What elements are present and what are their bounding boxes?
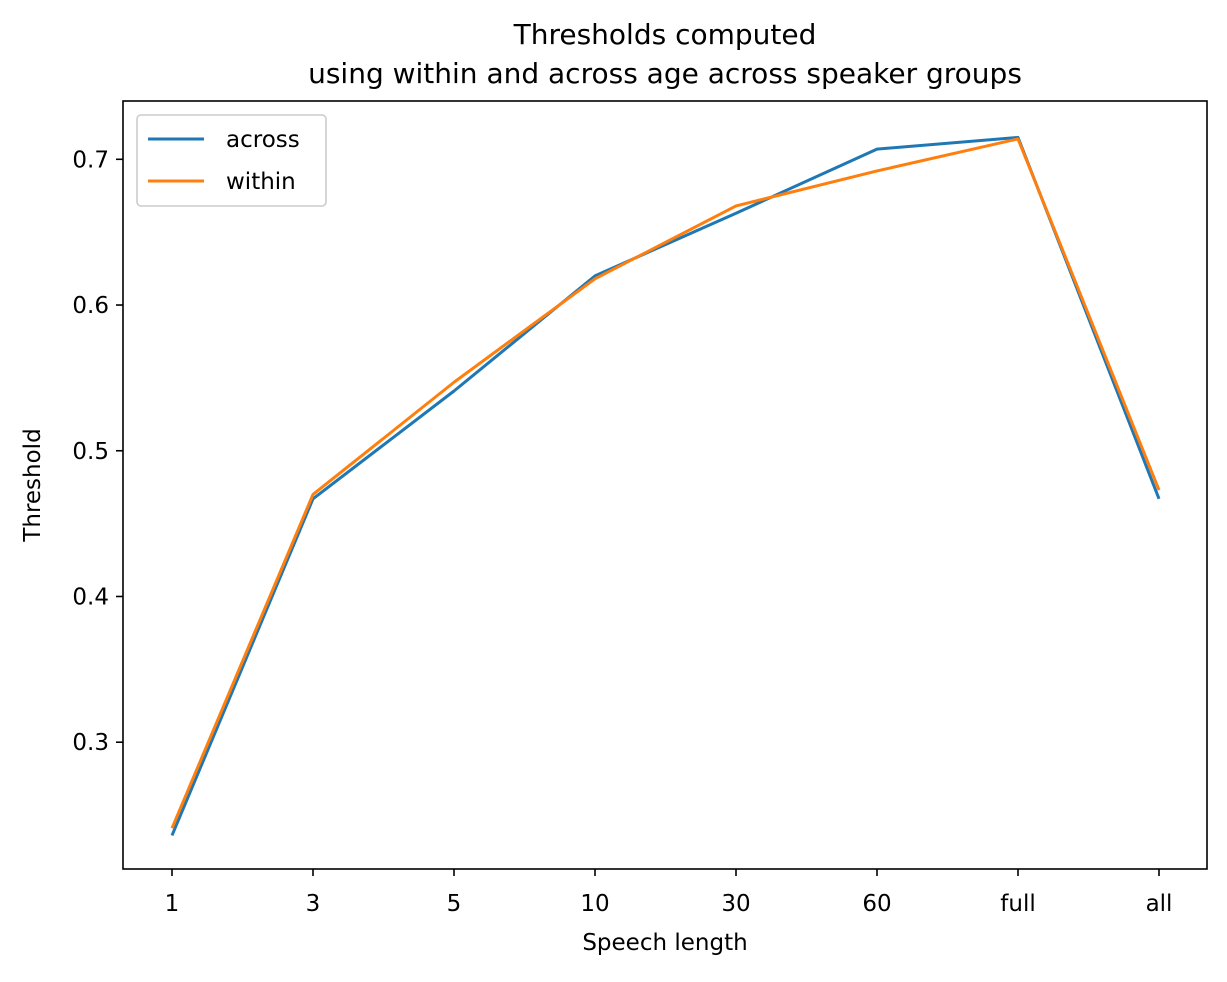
- series-line-across: [170, 135, 1161, 837]
- x-axis-label: Speech length: [582, 930, 747, 956]
- x-tick-label: 5: [447, 891, 462, 917]
- legend-label-across: across: [226, 127, 300, 153]
- series-line-within: [170, 137, 1161, 829]
- y-tick-label: 0.5: [72, 439, 109, 465]
- chart-title-line-2: using within and across age across speak…: [308, 57, 1022, 90]
- x-tick-label: 3: [306, 891, 321, 917]
- x-tick-label: 1: [165, 891, 180, 917]
- y-axis-ticks: 0.3 0.4 0.5 0.6 0.7: [72, 147, 123, 756]
- plot-frame: [122, 100, 1208, 870]
- x-tick-label: full: [1000, 891, 1035, 917]
- y-tick-label: 0.6: [72, 293, 109, 319]
- chart-title-line-1: Thresholds computed: [513, 18, 817, 51]
- y-tick-label: 0.3: [72, 730, 109, 756]
- x-tick-label: 60: [862, 891, 891, 917]
- legend: across within: [136, 114, 327, 207]
- x-tick-label: all: [1146, 891, 1173, 917]
- y-axis-label: Threshold: [20, 428, 46, 542]
- x-tick-label: 30: [721, 891, 750, 917]
- series-lines: [170, 135, 1161, 837]
- x-axis-ticks: 1 3 5 10 30 60 full all: [165, 869, 1173, 917]
- y-tick-label: 0.4: [72, 584, 109, 610]
- legend-label-within: within: [226, 169, 296, 195]
- y-tick-label: 0.7: [72, 147, 109, 173]
- x-tick-label: 10: [580, 891, 609, 917]
